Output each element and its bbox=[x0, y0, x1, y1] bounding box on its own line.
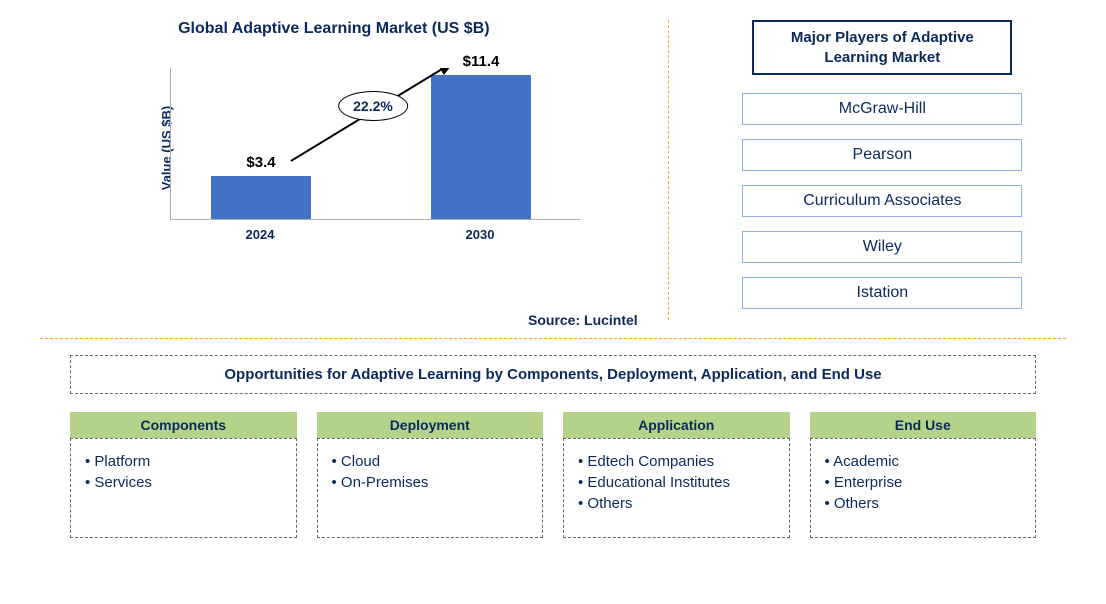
column-item: • Others bbox=[578, 495, 775, 512]
column-body: • Cloud • On-Premises bbox=[317, 438, 544, 538]
player-item: Istation bbox=[742, 277, 1022, 309]
column-item: • Enterprise bbox=[825, 474, 1022, 491]
opportunities-columns: Components • Platform • Services Deployment… bbox=[40, 412, 1066, 538]
bar-2030: $11.4 bbox=[431, 75, 531, 219]
opportunities-title: Opportunities for Adaptive Learning by C… bbox=[70, 355, 1036, 394]
opportunity-column: End Use • Academic • Enterprise • Others bbox=[810, 412, 1037, 538]
column-header: Components bbox=[70, 412, 297, 438]
opportunity-column: Application • Edtech Companies • Education… bbox=[563, 412, 790, 538]
plot-area: $3.4 $11.4 22.2% bbox=[170, 68, 580, 220]
source-prefix: Source: bbox=[528, 312, 584, 328]
source-attribution: Source: Lucintel bbox=[528, 312, 638, 328]
bar-label-2030: $11.4 bbox=[431, 53, 531, 70]
column-item: • On-Premises bbox=[332, 474, 529, 491]
top-row: Global Adaptive Learning Market (US $B) … bbox=[40, 20, 1066, 320]
player-item: Pearson bbox=[742, 139, 1022, 171]
player-item: Curriculum Associates bbox=[742, 185, 1022, 217]
chart-panel: Global Adaptive Learning Market (US $B) … bbox=[40, 20, 668, 320]
player-item: McGraw-Hill bbox=[742, 93, 1022, 125]
column-header: End Use bbox=[810, 412, 1037, 438]
player-item: Wiley bbox=[742, 231, 1022, 263]
column-item: • Services bbox=[85, 474, 282, 491]
column-header: Application bbox=[563, 412, 790, 438]
column-body: • Platform • Services bbox=[70, 438, 297, 538]
major-players-list: McGraw-Hill Pearson Curriculum Associates W… bbox=[699, 93, 1066, 309]
column-item: • Edtech Companies bbox=[578, 453, 775, 470]
column-header: Deployment bbox=[317, 412, 544, 438]
column-body: • Academic • Enterprise • Others bbox=[810, 438, 1037, 538]
major-players-panel: Major Players of Adaptive Learning Marke… bbox=[669, 20, 1066, 320]
column-item: • Academic bbox=[825, 453, 1022, 470]
opportunity-column: Components • Platform • Services bbox=[70, 412, 297, 538]
chart-title: Global Adaptive Learning Market (US $B) bbox=[40, 20, 628, 38]
bar-label-2024: $3.4 bbox=[211, 154, 311, 171]
major-players-title: Major Players of Adaptive Learning Marke… bbox=[752, 20, 1012, 75]
column-body: • Edtech Companies • Educational Institut… bbox=[563, 438, 790, 538]
bar-2024: $3.4 bbox=[211, 176, 311, 219]
x-tick-2030: 2030 bbox=[430, 227, 530, 242]
cagr-label: 22.2% bbox=[338, 91, 408, 121]
horizontal-divider bbox=[40, 338, 1066, 339]
column-item: • Others bbox=[825, 495, 1022, 512]
column-item: • Cloud bbox=[332, 453, 529, 470]
bar-chart: Value (US $B) $3.4 $11.4 22.2% bbox=[160, 48, 590, 248]
x-tick-2024: 2024 bbox=[210, 227, 310, 242]
column-item: • Educational Institutes bbox=[578, 474, 775, 491]
source-name: Lucintel bbox=[584, 312, 638, 328]
column-item: • Platform bbox=[85, 453, 282, 470]
opportunity-column: Deployment • Cloud • On-Premises bbox=[317, 412, 544, 538]
